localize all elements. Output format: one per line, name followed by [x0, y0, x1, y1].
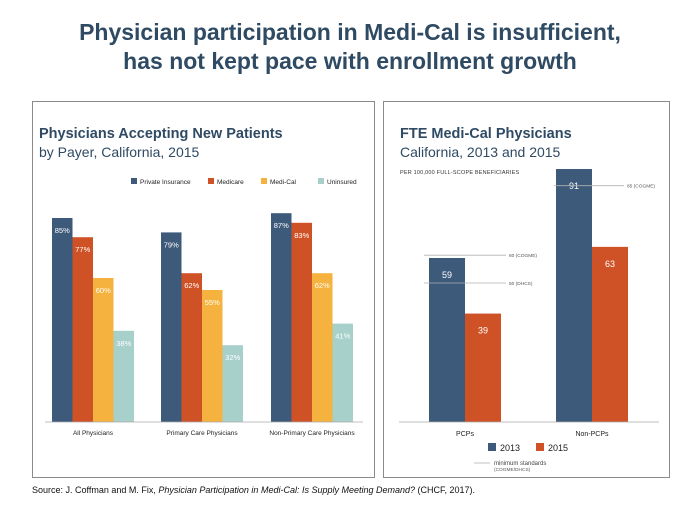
reference-label-85-cogme: 85 (COGME): [627, 184, 655, 190]
data-label: 77%: [75, 245, 90, 254]
chart-panel-accepting-patients: Physicians Accepting New Patients by Pay…: [32, 101, 375, 478]
data-label: 32%: [225, 353, 240, 362]
data-label: 83%: [294, 231, 309, 240]
data-label: 41%: [335, 332, 350, 341]
bar-2013-non-pcps: [556, 169, 592, 422]
category-label-non-pcps: Non-PCPs: [575, 431, 609, 438]
legend-label-uninsured: Uninsured: [327, 179, 357, 186]
source-suffix: (CHCF, 2017).: [415, 485, 476, 495]
bar-uninsured-primary-care-physicians: [222, 345, 243, 422]
legend-label-2013: 2013: [500, 443, 520, 453]
data-label: 87%: [274, 221, 289, 230]
source-title: Physician Participation in Medi-Cal: Is …: [158, 485, 416, 495]
source-note: Source: J. Coffman and M. Fix, Physician…: [32, 485, 475, 495]
bar-medicare-non-primary-care-physicians: [291, 222, 312, 422]
legend-label-medicare: Medicare: [217, 179, 244, 186]
data-label: 38%: [116, 339, 131, 348]
legend-swatch-2013: [488, 443, 496, 451]
bar-medicare-all-physicians: [72, 237, 93, 422]
legend-swatch-2015: [536, 443, 544, 451]
reference-label-50-dhcs: 50 (DHCS): [509, 281, 533, 287]
chart-title: Physicians Accepting New Patients: [39, 126, 283, 142]
bar-medi-cal-non-primary-care-physicians: [312, 273, 333, 422]
data-label: 59: [442, 270, 452, 280]
category-label-all-physicians: All Physicians: [73, 430, 114, 437]
bar-private-insurance-all-physicians: [52, 218, 73, 422]
legend-label-2015: 2015: [548, 443, 568, 453]
bar-2013-pcps: [429, 257, 465, 422]
bar-medi-cal-primary-care-physicians: [202, 290, 223, 422]
chart-title: FTE Medi-Cal Physicians: [400, 126, 572, 142]
category-label-primary-care-physicians: Primary Care Physicians: [166, 430, 238, 437]
legend-swatch-medi-cal: [261, 178, 267, 184]
legend-swatch-medicare: [208, 178, 214, 184]
data-label: 39: [478, 326, 488, 336]
legend-swatch-uninsured: [318, 178, 324, 184]
bar-private-insurance-primary-care-physicians: [161, 232, 182, 422]
bar-uninsured-all-physicians: [113, 330, 134, 422]
legend-swatch-private-insurance: [131, 178, 137, 184]
legend-reference-label: minimum standards: [494, 461, 546, 467]
legend-reference-sublabel: (COGME/DHCS): [494, 467, 531, 473]
main-title-line-2: has not kept pace with enrollment growth: [123, 48, 577, 74]
data-label: 60%: [96, 286, 111, 295]
chart-subtitle: California, 2013 and 2015: [400, 144, 561, 160]
main-title-line-1: Physician participation in Medi-Cal is i…: [79, 19, 621, 45]
category-label-pcps: PCPs: [456, 431, 474, 438]
data-label: 55%: [205, 298, 220, 307]
bar-2015-non-pcps: [592, 246, 628, 422]
bar-private-insurance-non-primary-care-physicians: [271, 213, 292, 422]
chart-panel-fte-physicians: FTE Medi-Cal Physicians California, 2013…: [383, 101, 670, 478]
bar-medicare-primary-care-physicians: [181, 273, 202, 422]
data-label: 63: [605, 259, 615, 269]
category-label-non-primary-care-physicians: Non-Primary Care Physicians: [269, 430, 355, 437]
data-label: 79%: [164, 240, 179, 249]
legend-label-private-insurance: Private Insurance: [140, 179, 191, 186]
bar-uninsured-non-primary-care-physicians: [332, 323, 353, 422]
reference-label-60-cogme: 60 (COGME): [509, 253, 537, 259]
data-label: 62%: [184, 281, 199, 290]
units-note: PER 100,000 FULL-SCOPE BENEFICIARIES: [400, 170, 520, 176]
legend-label-medi-cal: Medi-Cal: [270, 179, 297, 186]
source-prefix: Source: J. Coffman and M. Fix,: [32, 485, 159, 495]
data-label: 62%: [315, 281, 330, 290]
chart-subtitle: by Payer, California, 2015: [39, 144, 200, 160]
data-label: 85%: [55, 226, 70, 235]
chart-accepting-patients: Private Insurance Medicare Medi-Cal Uninsur…: [45, 178, 363, 437]
bar-2015-pcps: [465, 313, 501, 422]
bar-medi-cal-all-physicians: [93, 278, 114, 422]
